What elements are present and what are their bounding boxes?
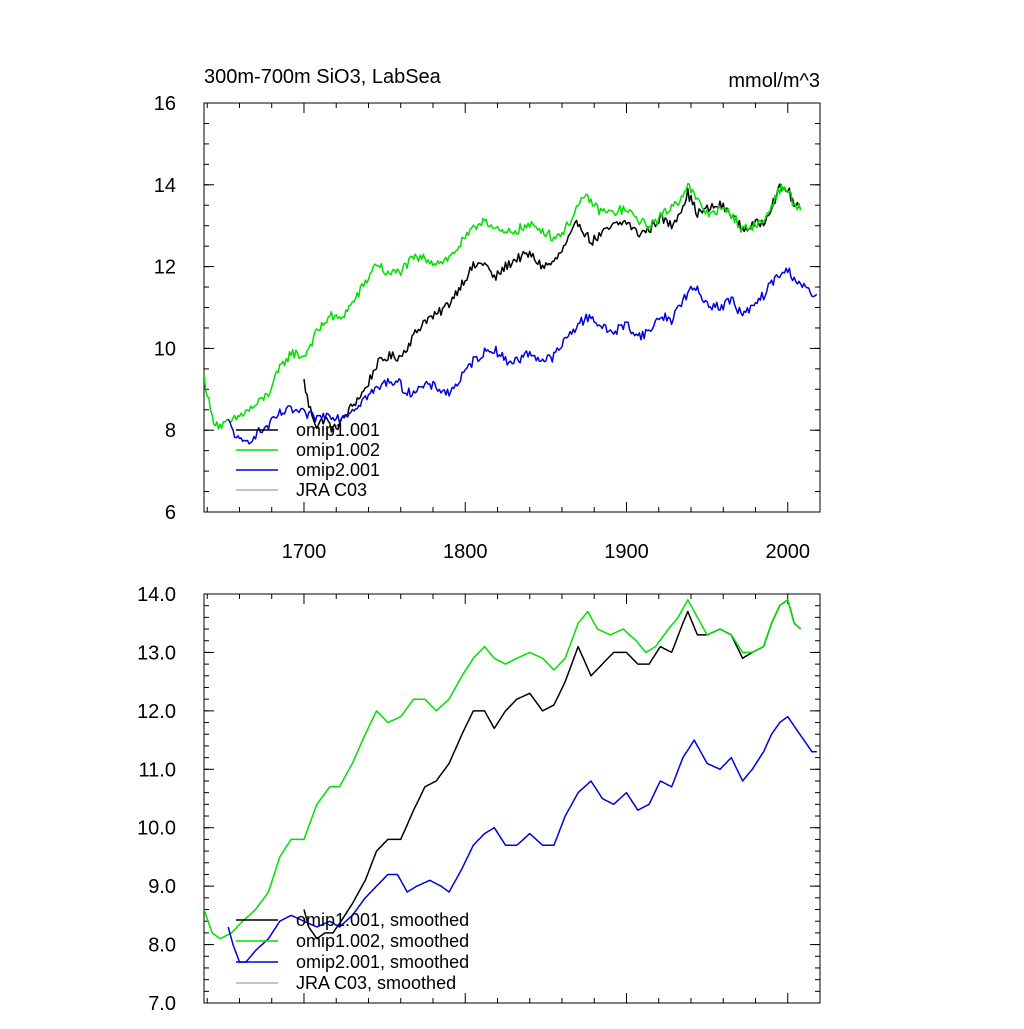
series-line-omip1_002 <box>204 182 802 430</box>
y-tick-label: 6 <box>165 502 176 524</box>
y-tick-label: 12 <box>154 257 176 279</box>
bottom-panel: 7.0 8.0 9.0 10.0 11.0 12.0 13.0 14.0 omip1.001, … <box>137 584 821 1015</box>
legend-label: omip1.001, smoothed <box>296 910 469 930</box>
series-line-omip2_001 <box>227 267 818 445</box>
legend-label: omip1.002, smoothed <box>296 931 469 951</box>
x-tick-label: 1800 <box>443 541 488 563</box>
y-tick-label: 13.0 <box>137 642 176 664</box>
legend-label: JRA C03, smoothed <box>296 973 456 993</box>
y-tick-label: 16 <box>154 93 176 115</box>
y-tick-label: 14.0 <box>137 584 176 606</box>
top-chart-units: mmol/m^3 <box>728 70 820 92</box>
series-line-omip2_001 <box>227 715 817 963</box>
y-tick-label: 8.0 <box>148 935 176 957</box>
y-tick-label: 10 <box>154 338 176 360</box>
x-tick-label: 1700 <box>282 541 327 563</box>
y-tick-label: 7.0 <box>148 993 176 1015</box>
legend-label: omip2.001, smoothed <box>296 952 469 972</box>
legend-label: JRA C03 <box>296 480 367 500</box>
series-line-omip1_002 <box>204 599 802 940</box>
y-tick-label: 8 <box>165 420 176 442</box>
y-tick-label: 9.0 <box>148 876 176 898</box>
y-tick-label: 14 <box>154 175 176 197</box>
x-tick-label: 2000 <box>765 541 810 563</box>
legend-label: omip1.001 <box>296 420 380 440</box>
plot-frame <box>203 593 821 1004</box>
y-tick-label: 12.0 <box>137 701 176 723</box>
top-chart-title: 300m-700m SiO3, LabSea <box>204 66 442 88</box>
top-panel: 6 8 10 12 14 16 1700 1800 1900 2000 omip1.001omip1… <box>154 93 821 563</box>
legend-label: omip2.001 <box>296 460 380 480</box>
y-tick-label: 11.0 <box>139 759 176 781</box>
y-tick-label: 10.0 <box>137 818 176 840</box>
legend-label: omip1.002 <box>296 440 380 460</box>
x-tick-label: 1900 <box>604 541 649 563</box>
